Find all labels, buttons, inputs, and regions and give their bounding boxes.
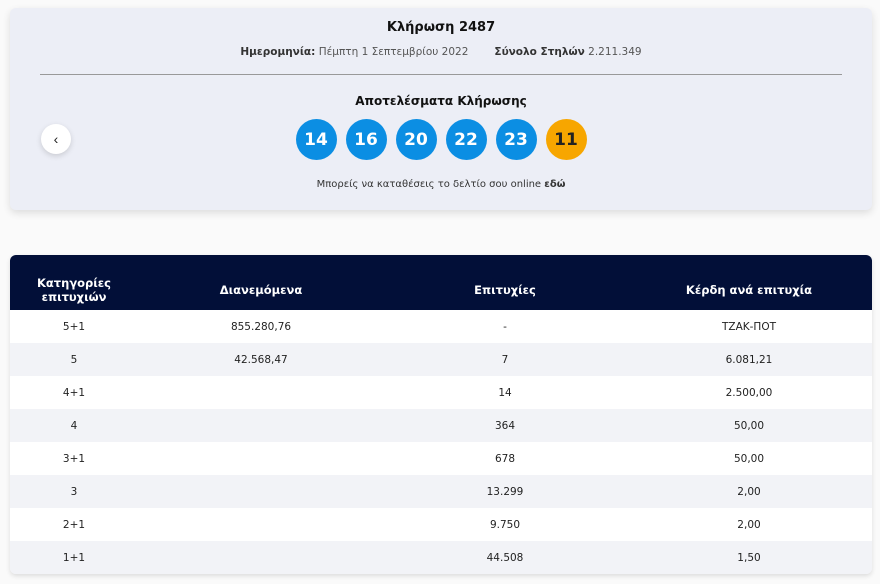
header-category: Κατηγορίες επιτυχιών [10,255,138,310]
cell-distributed [138,376,384,409]
table-row: 3 13.299 2,00 [10,475,872,508]
cell-category: 5 [10,343,138,376]
cell-category: 1+1 [10,541,138,574]
cell-winners: 13.299 [384,475,626,508]
table-header: Κατηγορίες επιτυχιών Διανεμόμενα Επιτυχί… [10,255,872,310]
number-ball: 23 [495,119,537,160]
cell-prize: 2.500,00 [626,376,872,409]
cell-category: 3+1 [10,442,138,475]
table-row: 4 364 50,00 [10,409,872,442]
cell-winners: 9.750 [384,508,626,541]
cell-distributed: 42.568,47 [138,343,384,376]
cell-winners: 44.508 [384,541,626,574]
cell-prize: 2,00 [626,475,872,508]
number-ball: 16 [345,119,387,160]
cell-category: 4+1 [10,376,138,409]
cell-prize: 2,00 [626,508,872,541]
prize-table: Κατηγορίες επιτυχιών Διανεμόμενα Επιτυχί… [10,255,872,574]
winning-numbers: 14 16 20 22 23 11 [10,119,872,160]
draw-date: Πέμπτη 1 Σεπτεμβρίου 2022 [318,46,469,58]
bonus-ball: 11 [545,119,587,160]
table-row: 5+1 855.280,76- ΤΖΑΚ-ΠΟΤ [10,310,872,343]
table-row: 2+1 9.750 2,00 [10,508,872,541]
cell-distributed [138,475,384,508]
cell-category: 3 [10,475,138,508]
header-winners: Επιτυχίες [384,255,626,310]
previous-draw-button[interactable]: ‹ [41,124,71,154]
cell-prize: ΤΖΑΚ-ΠΟΤ [626,310,872,343]
cell-category: 5+1 [10,310,138,343]
cell-winners: 7 [384,343,626,376]
draw-meta: Ημερομηνία: Πέμπτη 1 Σεπτεμβρίου 2022 Σύν… [10,46,872,58]
number-ball: 14 [295,119,337,160]
online-link[interactable]: εδώ [544,179,566,190]
cell-category: 4 [10,409,138,442]
chevron-left-icon: ‹ [53,131,59,147]
online-note: Μπορείς να καταθέσεις το δελτίο σου onli… [10,179,872,190]
date-label: Ημερομηνία: [240,46,316,58]
cell-prize: 1,50 [626,541,872,574]
draw-card: Κλήρωση 2487 Ημερομηνία: Πέμπτη 1 Σεπτεμ… [10,8,872,210]
note-text: Μπορείς να καταθέσεις το δελτίο σου onli… [316,179,545,190]
number-ball: 22 [445,119,487,160]
cell-prize: 50,00 [626,442,872,475]
total-label: Σύνολο Στηλών [494,46,585,58]
draw-title: Κλήρωση 2487 [386,20,496,35]
cell-category: 2+1 [10,508,138,541]
cell-prize: 6.081,21 [626,343,872,376]
divider [40,74,842,75]
cell-distributed [138,508,384,541]
cell-winners: 678 [384,442,626,475]
table-row: 1+1 44.508 1,50 [10,541,872,574]
results-title: Αποτελέσματα Κλήρωσης [355,94,527,108]
cell-winners: 14 [384,376,626,409]
header-distributed: Διανεμόμενα [138,255,384,310]
cell-distributed [138,409,384,442]
table-row: 3+1 678 50,00 [10,442,872,475]
header-prize: Κέρδη ανά επιτυχία [626,255,872,310]
number-ball: 20 [395,119,437,160]
table-row: 4+1 14 2.500,00 [10,376,872,409]
cell-distributed: 855.280,76 [138,310,384,343]
table-row: 5 42.568,47 7 6.081,21 [10,343,872,376]
cell-winners: 364 [384,409,626,442]
cell-distributed [138,541,384,574]
cell-distributed [138,442,384,475]
cell-winners: - [384,310,626,343]
cell-prize: 50,00 [626,409,872,442]
total-value: 2.211.349 [588,46,642,58]
